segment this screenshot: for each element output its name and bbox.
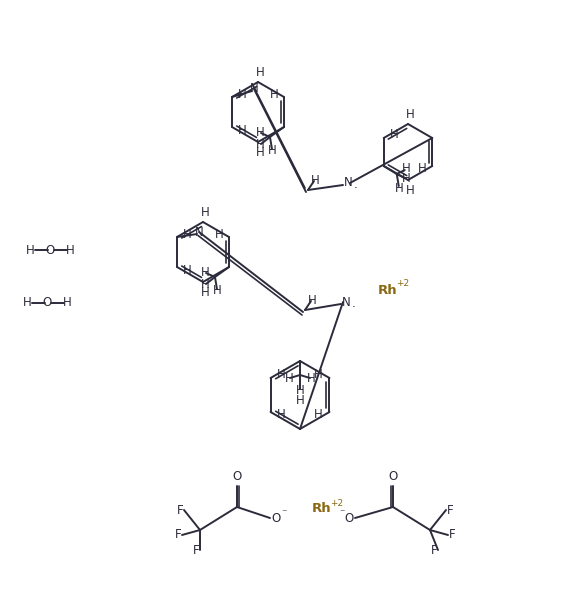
Text: H: H: [277, 409, 286, 422]
Text: H: H: [311, 174, 319, 186]
Text: ·: ·: [354, 183, 358, 195]
Text: O: O: [388, 470, 398, 483]
Text: N: N: [342, 295, 350, 308]
Text: O: O: [42, 297, 52, 310]
Text: ⁻: ⁻: [281, 508, 287, 518]
Text: O: O: [232, 470, 242, 483]
Text: H: H: [401, 173, 410, 186]
Text: H: H: [256, 146, 264, 159]
Text: H: H: [183, 228, 192, 241]
Text: H: H: [418, 162, 427, 176]
Text: F: F: [193, 543, 200, 556]
Text: H: H: [215, 228, 223, 241]
Text: H: H: [314, 368, 323, 382]
Text: H: H: [277, 368, 286, 382]
Text: H: H: [22, 297, 31, 310]
Text: H: H: [256, 65, 264, 78]
Text: H: H: [256, 126, 264, 138]
Text: N: N: [194, 225, 203, 238]
Text: H: H: [62, 297, 71, 310]
Text: H: H: [395, 181, 403, 195]
Text: H: H: [307, 373, 315, 386]
Text: H: H: [183, 264, 192, 277]
Text: H: H: [238, 123, 246, 137]
Text: F: F: [447, 504, 454, 516]
Text: H: H: [256, 138, 264, 152]
Text: H: H: [201, 205, 210, 219]
Text: O: O: [46, 244, 55, 256]
Text: H: H: [26, 244, 34, 256]
Text: H: H: [307, 294, 316, 307]
Text: O: O: [271, 512, 280, 525]
Text: F: F: [175, 528, 182, 541]
Text: H: H: [389, 129, 398, 141]
Text: F: F: [430, 543, 437, 556]
Text: H: H: [201, 286, 210, 298]
Text: H: H: [401, 162, 410, 176]
Text: F: F: [448, 528, 455, 541]
Text: H: H: [296, 383, 305, 397]
Text: H: H: [296, 395, 305, 407]
Text: ·: ·: [352, 301, 356, 314]
Text: Rh: Rh: [312, 503, 332, 516]
Text: H: H: [406, 183, 414, 196]
Text: H: H: [268, 144, 277, 156]
Text: H: H: [201, 279, 210, 292]
Text: H: H: [66, 244, 74, 256]
Text: F: F: [176, 504, 183, 516]
Text: Rh: Rh: [378, 283, 398, 297]
Text: H: H: [406, 107, 414, 120]
Text: H: H: [238, 87, 246, 101]
Text: H: H: [212, 283, 221, 297]
Text: N: N: [343, 177, 352, 189]
Text: H: H: [270, 87, 278, 101]
Text: ⁻: ⁻: [339, 508, 345, 518]
Text: N: N: [250, 83, 259, 95]
Text: +2: +2: [330, 498, 343, 507]
Text: H: H: [201, 265, 210, 279]
Text: H: H: [284, 373, 293, 386]
Text: H: H: [314, 409, 323, 422]
Text: O: O: [345, 512, 353, 525]
Text: +2: +2: [396, 279, 410, 288]
